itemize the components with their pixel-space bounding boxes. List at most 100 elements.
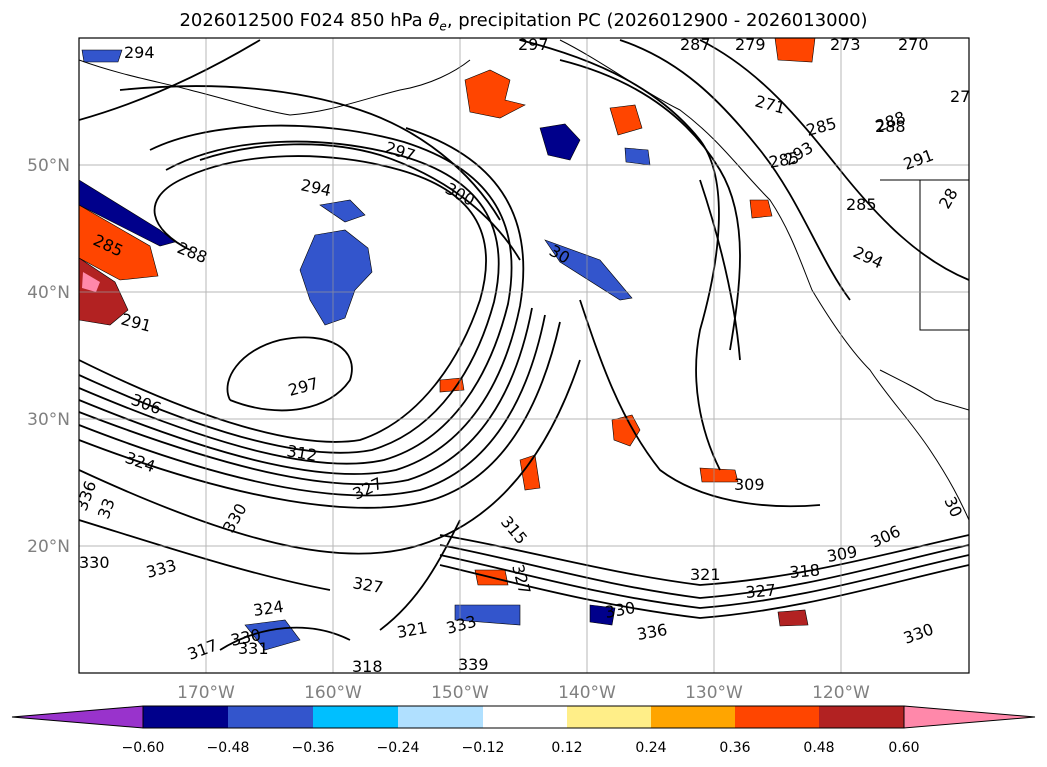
lat-label-20n: 20°N: [27, 537, 70, 557]
colorbar-tick-label: −0.36: [292, 740, 335, 756]
coastline: [79, 39, 969, 521]
map-background: [79, 38, 969, 673]
contour-line: [226, 336, 353, 412]
contour-label: 321: [690, 565, 721, 584]
contour-line: [619, 39, 851, 301]
negative-precip-patch: [79, 179, 176, 247]
positive-precip-patch: [609, 104, 643, 136]
contour-line: [439, 564, 969, 619]
contour-label: 339: [458, 655, 489, 674]
contour-label: 330: [79, 553, 110, 572]
contour-line: [699, 179, 741, 361]
negative-precip-patch: [544, 239, 633, 301]
contour-label: 331: [238, 639, 269, 658]
colorbar-segment: [651, 706, 735, 728]
colorbar-tick-label: −0.48: [207, 740, 250, 756]
colorbar-tick-label: −0.24: [377, 740, 420, 756]
contour-label: 270: [898, 35, 929, 54]
contour-line: [79, 155, 487, 443]
contour-label: 273: [830, 35, 861, 54]
lat-label-40n: 40°N: [27, 283, 70, 303]
contour-line: [219, 626, 351, 651]
map-area: 294 297 287 279 273 270 27 297 300 294 2…: [79, 35, 970, 676]
contour-line: [379, 519, 461, 631]
negative-precip-patch: [539, 123, 581, 161]
coastline-north-america: [559, 39, 969, 521]
map-title: 2026012500 F024 850 hPa θe, precipitatio…: [0, 10, 1047, 34]
colorbar: −0.60 −0.48 −0.36 −0.24 −0.12 0.12 0.24 …: [11, 705, 1036, 756]
colorbar-segment: [483, 706, 567, 728]
positive-precip-patch: [777, 609, 809, 627]
colorbar-segment: [313, 706, 398, 728]
contour-line: [79, 359, 581, 555]
contour-line: [119, 85, 501, 221]
contour-label: 318: [352, 657, 383, 676]
lon-label-170w: 170°W: [177, 683, 235, 703]
colorbar-tick-label: −0.12: [462, 740, 505, 756]
contour-line: [519, 39, 721, 471]
contour-line: [79, 140, 500, 454]
contour-line: [79, 39, 261, 121]
contour-line: [199, 143, 521, 261]
contour-line: [439, 544, 969, 599]
positive-precip-patch: [464, 69, 526, 119]
negative-precip-patch: [454, 604, 521, 626]
lat-label-30n: 30°N: [27, 410, 70, 430]
contour-label: 287: [680, 35, 711, 54]
contour-label: 297: [518, 35, 549, 54]
contour-line: [79, 124, 513, 465]
contour-label: 318: [789, 560, 821, 582]
negative-precip-patch: [319, 199, 366, 223]
contour-line: [579, 299, 821, 508]
positive-precip-patch: [749, 199, 773, 219]
positive-precip-patch: [774, 38, 816, 63]
colorbar-segment: [819, 706, 904, 728]
negative-precip-patch: [299, 229, 373, 326]
colorbar-tick-label: 0.24: [635, 740, 666, 756]
contour-label: 288: [875, 117, 906, 136]
theta-e-contours: [79, 39, 969, 651]
contour-label: 27: [950, 87, 970, 106]
contour-line: [439, 554, 969, 609]
contour-label: 285: [846, 195, 877, 214]
colorbar-extend-left: [11, 705, 144, 729]
title-theta: θ: [428, 10, 440, 31]
contour-line: [79, 307, 533, 486]
colorbar-tick-label: 0.48: [803, 740, 834, 756]
contour-line: [559, 59, 741, 351]
contour-label: 327: [745, 580, 777, 602]
positive-precip-patch: [439, 377, 465, 393]
contour-line: [439, 534, 969, 586]
contour-line: [79, 519, 331, 591]
colorbar-tick-label: 0.60: [888, 740, 919, 756]
contour-label: 279: [735, 35, 766, 54]
colorbar-extend-right: [903, 705, 1036, 729]
title-rest: , precipitation PC (2026012900 - 2026013…: [446, 10, 868, 31]
colorbar-segment: [398, 706, 483, 728]
contour-label: 309: [734, 475, 765, 494]
positive-precip-patch: [79, 204, 159, 281]
colorbar-segment: [228, 706, 313, 728]
positive-precip-patch: [699, 467, 739, 483]
title-theta-subscript: e: [439, 19, 447, 34]
colorbar-tick-label: 0.36: [719, 740, 750, 756]
contour-label: 324: [252, 597, 285, 620]
positive-precip-patch: [611, 414, 641, 447]
lat-label-50n: 50°N: [27, 156, 70, 176]
state-borders: [880, 179, 969, 331]
border-mexico: [879, 369, 969, 411]
colorbar-segment: [735, 706, 819, 728]
negative-precip-patch: [624, 147, 651, 166]
colorbar-tick-label: −0.60: [122, 740, 165, 756]
lon-label-120w: 120°W: [812, 683, 870, 703]
lon-label-140w: 140°W: [558, 683, 616, 703]
contour-label: 294: [124, 43, 155, 62]
lon-label-130w: 130°W: [685, 683, 743, 703]
colorbar-segment: [143, 706, 228, 728]
lon-label-160w: 160°W: [304, 683, 362, 703]
colorbar-tick-label: 0.12: [551, 740, 582, 756]
map-frame: [78, 37, 970, 674]
negative-precip-patch: [589, 604, 616, 626]
latitude-labels: 50°N 40°N 30°N 20°N: [27, 156, 70, 557]
